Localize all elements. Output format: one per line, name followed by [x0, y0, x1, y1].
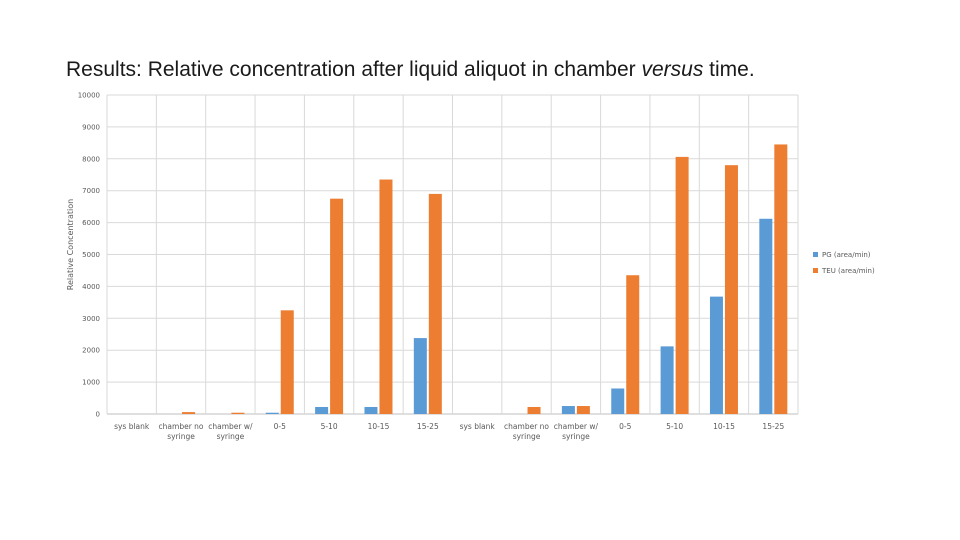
x-tick-label: syringe: [562, 432, 590, 441]
teu-bar: [231, 412, 245, 414]
y-tick-label: 4000: [82, 283, 100, 291]
legend-label-pg: PG (area/min): [822, 251, 871, 259]
pg-bar: [660, 346, 674, 414]
pg-bar: [611, 388, 625, 414]
title-prefix: Results: Relative concentration after li…: [66, 58, 642, 81]
legend-swatch-pg: [813, 252, 818, 257]
x-tick-label: syringe: [217, 432, 245, 441]
teu-bar: [428, 193, 442, 414]
x-tick-label: 5-10: [666, 422, 683, 431]
y-tick-label: 1000: [82, 379, 100, 387]
x-tick-label: chamber w/: [208, 422, 253, 431]
pg-bar: [413, 338, 427, 414]
x-tick-label: chamber no: [159, 422, 204, 431]
x-tick-label: 10-15: [713, 422, 735, 431]
pg-bar: [265, 412, 279, 414]
teu-bar: [626, 275, 640, 414]
y-tick-label: 7000: [82, 187, 100, 195]
teu-bar: [576, 406, 590, 414]
y-tick-label: 2000: [82, 347, 100, 355]
teu-bar: [527, 406, 541, 414]
title-suffix: time.: [703, 58, 755, 81]
y-tick-label: 6000: [82, 219, 100, 227]
x-tick-label: sys blank: [460, 422, 496, 431]
teu-bar: [280, 310, 294, 414]
teu-bar: [182, 412, 196, 414]
x-tick-label: syringe: [167, 432, 195, 441]
teu-bar: [675, 156, 689, 415]
y-tick-label: 0: [96, 411, 100, 419]
y-axis-label: Relative Concentration: [66, 199, 75, 290]
x-tick-label: chamber w/: [554, 422, 599, 431]
y-tick-label: 9000: [82, 123, 100, 131]
x-tick-label: sys blank: [114, 422, 150, 431]
y-tick-label: 5000: [82, 251, 100, 259]
x-tick-label: 15-25: [762, 422, 784, 431]
legend-swatch-teu: [813, 268, 818, 273]
x-tick-label: chamber no: [504, 422, 549, 431]
pg-bar: [759, 218, 773, 414]
y-tick-label: 3000: [82, 315, 100, 323]
x-tick-label: 0-5: [274, 422, 286, 431]
pg-bar: [315, 406, 329, 414]
y-tick-label: 10000: [78, 92, 100, 100]
x-tick-label: 10-15: [368, 422, 390, 431]
title-emphasis: versus: [641, 58, 704, 81]
x-tick-label: syringe: [513, 432, 541, 441]
teu-bar: [330, 198, 344, 414]
teu-bar: [724, 165, 738, 414]
teu-bar: [379, 179, 393, 414]
legend-label-teu: TEU (area/min): [821, 267, 875, 275]
x-tick-label: 5-10: [321, 422, 338, 431]
chart-title: Results: Relative concentration after li…: [66, 58, 755, 82]
x-tick-label: 15-25: [417, 422, 439, 431]
y-tick-label: 8000: [82, 155, 100, 163]
teu-bar: [774, 144, 788, 414]
pg-bar: [364, 406, 378, 414]
pg-bar: [561, 406, 575, 414]
x-tick-label: 0-5: [619, 422, 631, 431]
pg-bar: [709, 296, 723, 414]
